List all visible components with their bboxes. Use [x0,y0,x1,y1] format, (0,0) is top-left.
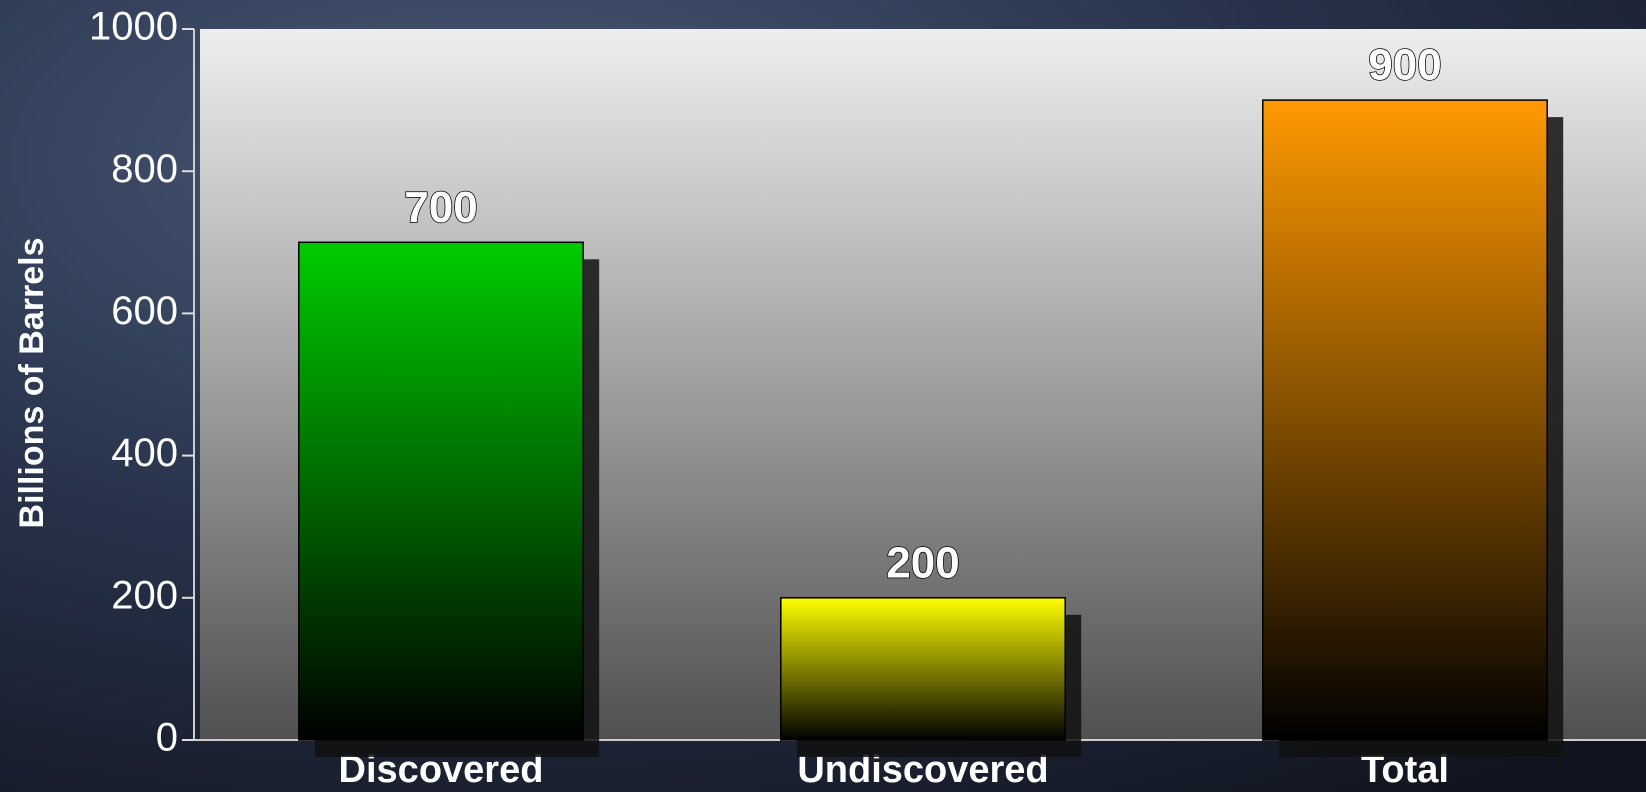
chart: Billions of Barrels 02004006008001000Dis… [0,0,1646,792]
page: Billions of Barrels 02004006008001000Dis… [0,0,1646,792]
bar [781,598,1065,740]
value-label: 700 [404,183,477,232]
value-label: 900 [1368,41,1441,90]
y-tick-label: 400 [111,431,178,475]
y-tick-label: 1000 [89,5,178,49]
y-tick-label: 200 [111,573,178,617]
y-tick-label: 600 [111,289,178,333]
y-tick-label: 0 [156,716,178,760]
y-tick-label: 800 [111,147,178,191]
bar [1263,100,1547,740]
value-label: 200 [886,538,959,587]
y-axis-title: Billions of Barrels [13,238,51,529]
bar [299,242,583,740]
